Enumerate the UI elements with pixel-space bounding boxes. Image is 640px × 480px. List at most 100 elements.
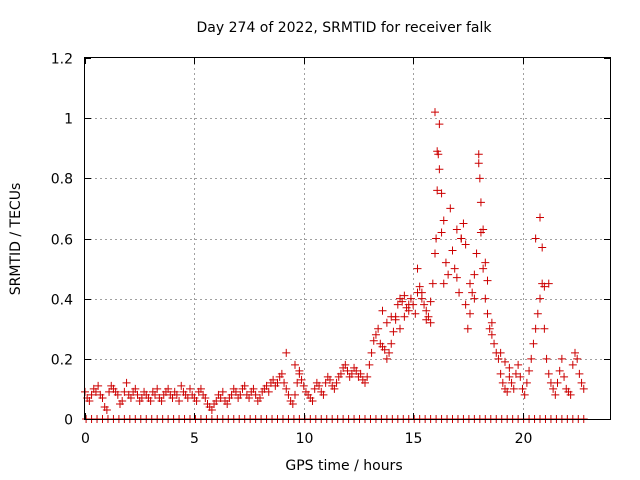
data-point <box>426 297 435 306</box>
y-tick-label: 1.2 <box>51 52 73 68</box>
data-point <box>365 360 374 369</box>
grid <box>85 58 610 419</box>
data-point <box>310 384 319 393</box>
data-point <box>511 369 520 378</box>
data-point <box>496 348 505 357</box>
data-point <box>518 384 527 393</box>
data-point <box>575 369 584 378</box>
data-point <box>496 369 505 378</box>
data-point <box>509 384 518 393</box>
data-point <box>196 384 205 393</box>
data-point <box>332 378 341 387</box>
data-point <box>579 384 588 393</box>
data-point <box>299 381 308 390</box>
data-point <box>433 186 442 195</box>
data-point <box>269 375 278 384</box>
data-point <box>536 213 544 222</box>
data-points <box>81 108 588 423</box>
data-point <box>549 384 558 393</box>
data-point <box>525 366 534 375</box>
data-point <box>461 300 470 309</box>
data-point <box>391 315 400 324</box>
data-point <box>446 204 455 213</box>
data-point <box>475 174 484 183</box>
data-point <box>227 390 236 399</box>
x-tick-label: 0 <box>81 431 90 447</box>
data-point <box>113 390 122 399</box>
data-point <box>466 309 474 318</box>
data-point <box>361 378 369 387</box>
y-tick-label: 0 <box>64 413 73 429</box>
data-point <box>476 198 485 207</box>
data-point <box>396 324 404 333</box>
data-point <box>406 294 415 303</box>
data-point <box>91 387 100 396</box>
data-point <box>216 393 225 402</box>
data-point <box>102 405 111 414</box>
y-tick-label: 1 <box>64 112 73 128</box>
data-point <box>555 366 564 375</box>
data-point <box>297 375 306 384</box>
data-point <box>557 354 566 363</box>
data-point <box>437 189 446 198</box>
data-point <box>192 396 201 405</box>
data-point <box>571 348 579 357</box>
data-point <box>168 393 177 402</box>
data-point <box>544 369 553 378</box>
data-point <box>293 378 302 387</box>
data-point <box>404 300 413 309</box>
data-point <box>420 300 429 309</box>
data-point <box>218 387 227 396</box>
data-point <box>505 372 514 381</box>
data-point <box>413 264 422 273</box>
plot-frame <box>84 57 611 420</box>
data-point <box>94 381 103 390</box>
data-point <box>308 396 317 405</box>
data-point <box>387 312 396 321</box>
data-point <box>118 396 127 405</box>
chart-title: Day 274 of 2022, SRMTID for receiver fal… <box>197 20 493 36</box>
data-point <box>470 294 479 303</box>
data-point <box>385 348 394 357</box>
data-point <box>282 384 291 393</box>
data-point <box>319 390 328 399</box>
data-point <box>87 390 96 399</box>
x-tick-label: 15 <box>405 431 423 447</box>
data-point <box>120 387 129 396</box>
data-point <box>400 291 409 300</box>
data-point <box>374 324 383 333</box>
data-point <box>452 273 461 282</box>
data-point <box>468 288 477 297</box>
data-point <box>503 387 512 396</box>
data-point <box>282 348 291 357</box>
data-point <box>432 234 441 243</box>
data-point <box>85 396 94 405</box>
data-point <box>262 381 271 390</box>
x-axis-title: GPS time / hours <box>285 458 402 474</box>
data-point <box>479 264 488 273</box>
x-tick-label: 20 <box>515 431 533 447</box>
data-point <box>457 234 466 243</box>
data-point <box>411 309 420 318</box>
data-point <box>577 378 586 387</box>
data-point <box>378 306 387 315</box>
data-point <box>455 288 464 297</box>
data-point <box>356 369 365 378</box>
data-point <box>280 378 289 387</box>
data-point <box>153 384 162 393</box>
data-point <box>288 399 297 408</box>
data-point <box>380 345 389 354</box>
data-point <box>483 309 492 318</box>
data-point <box>507 378 516 387</box>
data-point <box>341 360 350 369</box>
data-point <box>439 216 448 225</box>
data-point <box>371 330 380 339</box>
data-point <box>551 390 560 399</box>
data-point <box>201 393 210 402</box>
data-point <box>466 279 474 288</box>
data-point <box>479 225 488 234</box>
data-point <box>131 384 140 393</box>
data-point <box>326 375 334 384</box>
data-point <box>452 225 461 234</box>
